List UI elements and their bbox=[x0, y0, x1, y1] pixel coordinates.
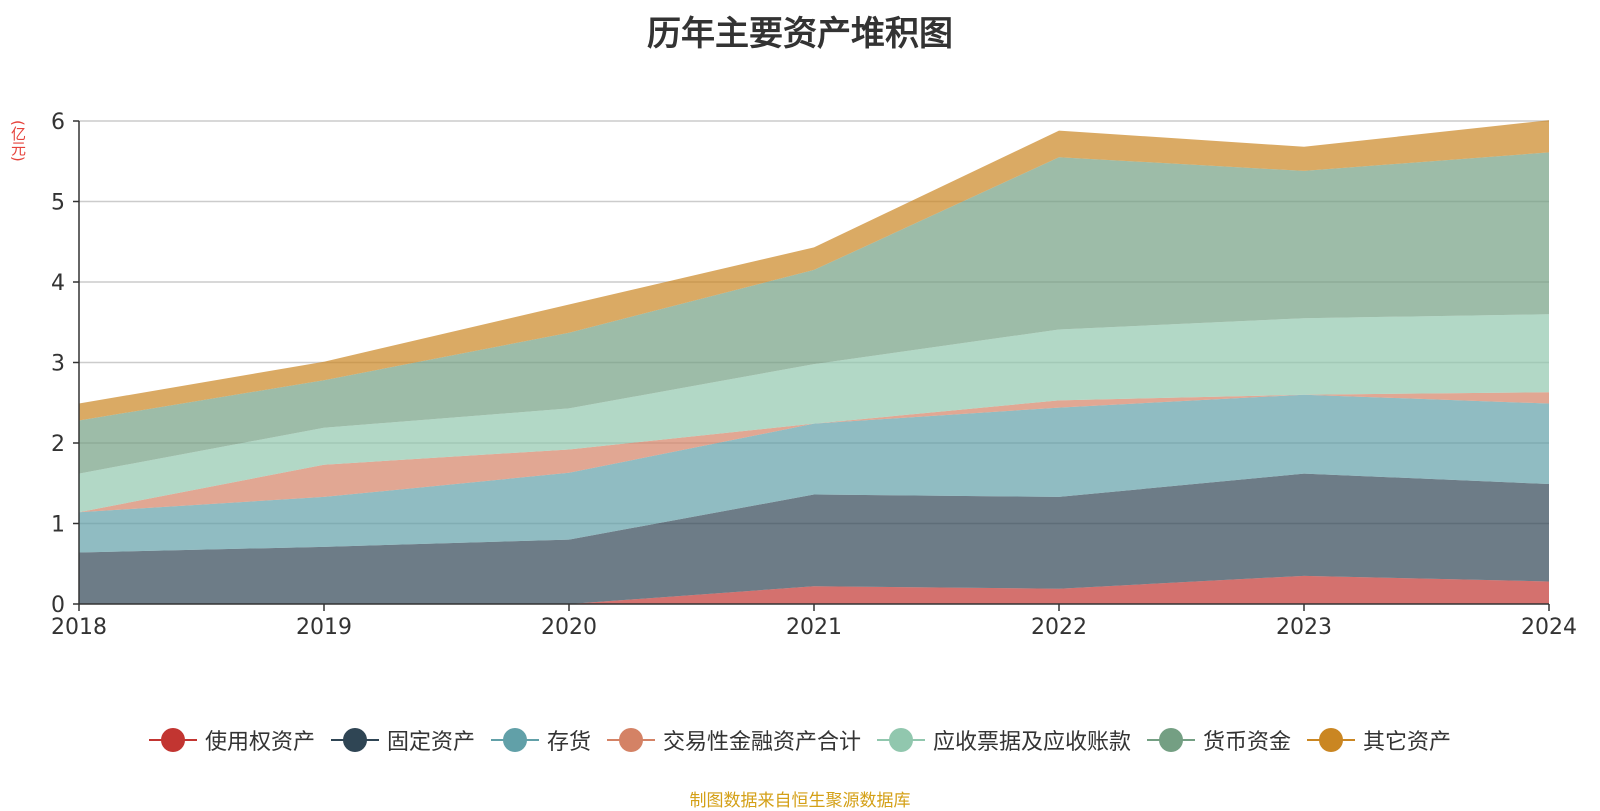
legend-marker-icon bbox=[148, 728, 197, 752]
chart-title: 历年主要资产堆积图 bbox=[647, 14, 953, 54]
y-tick-label: 1 bbox=[51, 513, 65, 538]
legend-label: 货币资金 bbox=[1203, 730, 1292, 755]
legend-label: 存货 bbox=[546, 730, 591, 755]
y-tick-label: 6 bbox=[51, 110, 65, 135]
area-series-6 bbox=[79, 152, 1549, 474]
legend-label: 应收票据及应收账款 bbox=[933, 730, 1132, 755]
legend-marker-icon bbox=[490, 728, 539, 752]
legend-marker-icon bbox=[1307, 728, 1356, 752]
x-tick-label: 2019 bbox=[296, 615, 352, 640]
legend-label: 其它资产 bbox=[1363, 730, 1452, 755]
legend-label: 固定资产 bbox=[386, 730, 475, 755]
area-series-1 bbox=[79, 575, 1549, 604]
legend-item[interactable]: 其它资产 bbox=[1307, 724, 1451, 756]
legend-item[interactable]: 存货 bbox=[490, 724, 591, 756]
area-series-2 bbox=[79, 473, 1549, 604]
legend-item[interactable]: 使用权资产 bbox=[148, 724, 315, 756]
x-tick-label: 2020 bbox=[541, 615, 597, 640]
area-series-5 bbox=[79, 314, 1549, 513]
legend-marker-icon bbox=[330, 728, 379, 752]
y-tick-label: 4 bbox=[51, 271, 65, 296]
legend-item[interactable]: 应收票据及应收账款 bbox=[877, 724, 1131, 756]
legend-marker-icon bbox=[877, 728, 925, 752]
area-series-3 bbox=[79, 394, 1549, 553]
y-tick-label: 3 bbox=[51, 352, 65, 377]
area-series-7 bbox=[79, 120, 1549, 421]
x-tick-label: 2021 bbox=[786, 615, 842, 640]
y-tick-label: 5 bbox=[51, 191, 65, 216]
legend-item[interactable]: 固定资产 bbox=[330, 724, 475, 756]
axes: 0 1 2 3 4 5 6 2018 2019 2020 2021 2022 2023 2024 bbox=[51, 110, 1577, 640]
legend-item[interactable]: 货币资金 bbox=[1147, 724, 1291, 756]
x-tick-label: 2018 bbox=[51, 615, 107, 640]
area-series-4 bbox=[79, 392, 1549, 513]
legend-label: 使用权资产 bbox=[204, 730, 315, 755]
y-tick-label: 2 bbox=[51, 432, 65, 457]
source-note: 制图数据来自恒生聚源数据库 bbox=[689, 791, 911, 811]
y-tick-label: 0 bbox=[51, 593, 65, 618]
x-tick-label: 2023 bbox=[1276, 615, 1332, 640]
legend-label: 交易性金融资产合计 bbox=[662, 730, 861, 755]
legend-marker-icon bbox=[606, 728, 655, 752]
legend-item[interactable]: 交易性金融资产合计 bbox=[606, 724, 861, 756]
legend-marker-icon bbox=[1147, 728, 1196, 752]
x-tick-label: 2024 bbox=[1521, 615, 1577, 640]
area-series bbox=[79, 120, 1549, 604]
legend: 使用权资产 固定资产 存货 交易性金融资产合计 应收票据及应收账款 货币资金 其它资产 bbox=[0, 724, 1600, 756]
y-axis-unit-label: (亿元) bbox=[9, 120, 27, 162]
x-tick-label: 2022 bbox=[1031, 615, 1087, 640]
